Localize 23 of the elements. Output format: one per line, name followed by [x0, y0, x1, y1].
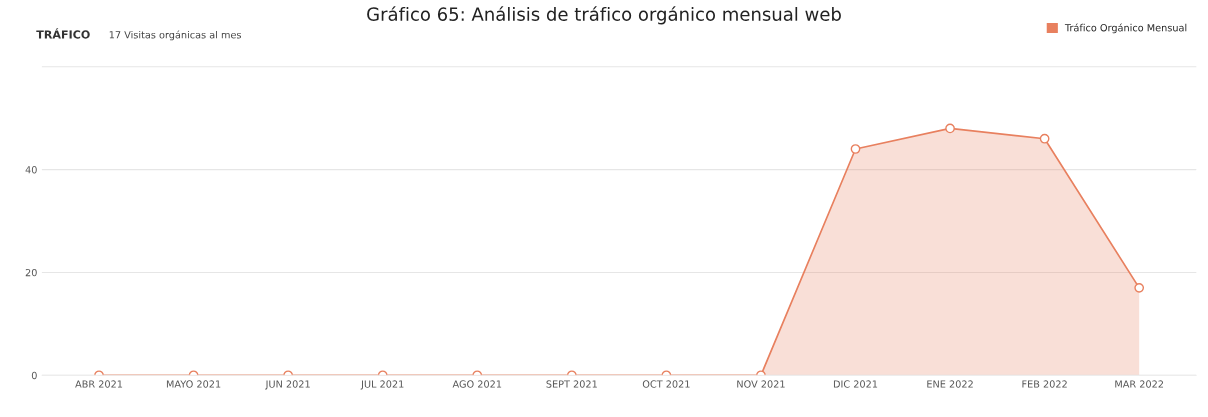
- point: [850, 144, 861, 154]
- x-tick-label: FEB 2022: [1022, 380, 1067, 388]
- x-tick-label: ENE 2022: [927, 380, 973, 388]
- x-tick-label: MAYO 2021: [166, 380, 221, 388]
- y-tick-label: 40: [25, 166, 37, 174]
- legend-label: Tráfico Orgánico Mensual: [1064, 23, 1187, 34]
- point: [1039, 133, 1050, 144]
- x-tick-label: JUL 2021: [360, 380, 404, 390]
- x-tick-label: ABR 2021: [75, 380, 123, 388]
- x-tick-label: DIC 2021: [833, 380, 878, 388]
- x-tick-label: JUN 2021: [265, 380, 310, 390]
- x-tick-label: SEPT 2021: [546, 380, 597, 388]
- chart-title: Gráfico 65: Análisis de tráfico orgánico mensual web: [367, 6, 841, 25]
- x-tick-label: AGO 2021: [452, 380, 502, 388]
- point: [1134, 283, 1145, 293]
- x-tick-label: NOV 2021: [737, 380, 785, 388]
- y-tick-label: 20: [25, 268, 37, 277]
- text: 17 Visitas orgánicas al mes: [109, 30, 242, 41]
- point: [945, 123, 955, 134]
- chart-subtitle: TRÁFICO: [36, 28, 90, 39]
- x-tick-label: OCT 2021: [642, 380, 690, 388]
- x-tick-label: MAR 2022: [1115, 380, 1164, 388]
- y-tick-label: 0: [31, 371, 37, 380]
